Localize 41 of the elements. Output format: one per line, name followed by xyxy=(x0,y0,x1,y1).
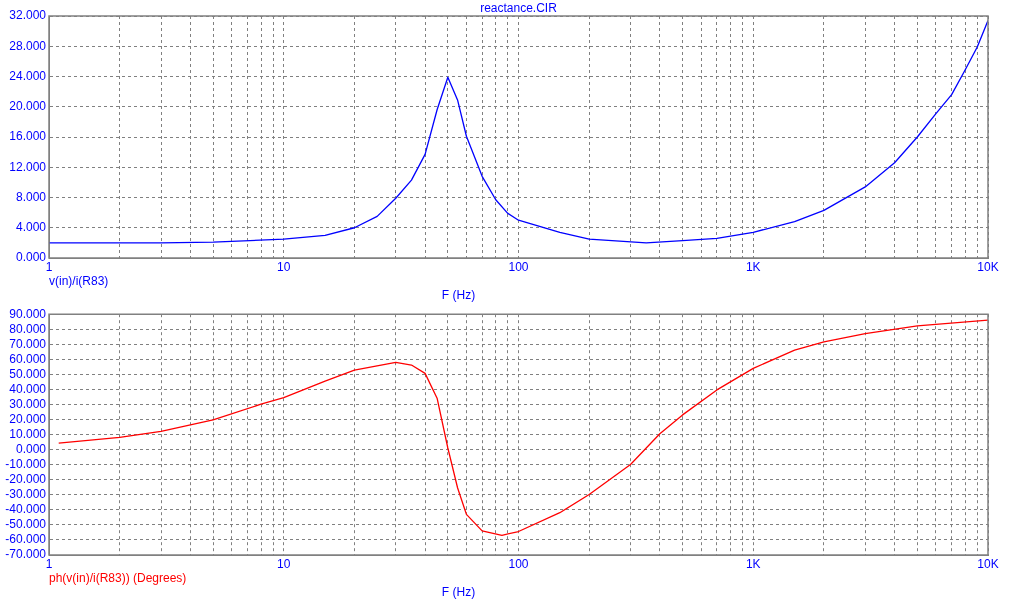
x-tick-label: 1K xyxy=(745,259,761,274)
y-tick-label: 28.000 xyxy=(9,38,47,53)
x-tick-label: 10K xyxy=(977,556,999,571)
y-tick-label: 12.000 xyxy=(9,159,47,174)
y-tick-label: -30.000 xyxy=(5,487,47,502)
y-tick-label: 24.000 xyxy=(9,68,47,83)
y-tick-label: 20.000 xyxy=(9,99,47,114)
y-tick-label: -60.000 xyxy=(5,532,47,547)
y-tick-label: 90.000 xyxy=(9,306,47,321)
y-tick-label: -10.000 xyxy=(5,457,47,472)
x-tick-label: 10K xyxy=(977,259,999,274)
x-axis-title: F (Hz) xyxy=(441,585,476,600)
x-tick-label: 1K xyxy=(745,556,761,571)
y-tick-label: 0.000 xyxy=(15,250,47,265)
y-tick-label: 80.000 xyxy=(9,321,47,336)
x-tick-label: 1 xyxy=(45,259,53,274)
y-tick-label: 70.000 xyxy=(9,336,47,351)
y-tick-label: 20.000 xyxy=(9,411,47,426)
x-tick-label: 100 xyxy=(508,259,529,274)
y-tick-label: 32.000 xyxy=(9,8,47,23)
x-tick-label: 10 xyxy=(277,259,291,274)
y-tick-label: 30.000 xyxy=(9,396,47,411)
x-tick-label: 100 xyxy=(508,556,529,571)
y-tick-label: -50.000 xyxy=(5,517,47,532)
x-axis-title: F (Hz) xyxy=(441,288,476,303)
y-tick-label: 50.000 xyxy=(9,366,47,381)
y-tick-label: 4.000 xyxy=(15,220,47,235)
chart-title: reactance.CIR xyxy=(480,1,558,16)
x-tick-label: 10 xyxy=(277,556,291,571)
text: v(in)/i(R83) xyxy=(49,274,109,289)
y-tick-label: -70.000 xyxy=(5,547,47,562)
y-tick-label: 0.000 xyxy=(15,441,47,456)
y-tick-label: 8.000 xyxy=(15,189,47,204)
text: ph(v(in)/i(R83)) (Degrees) xyxy=(49,571,187,586)
y-tick-label: 60.000 xyxy=(9,351,47,366)
y-tick-label: 40.000 xyxy=(9,381,47,396)
y-tick-label: -40.000 xyxy=(5,502,47,517)
y-tick-label: 10.000 xyxy=(9,426,47,441)
y-tick-label: 16.000 xyxy=(9,129,47,144)
y-tick-label: -20.000 xyxy=(5,472,47,487)
x-tick-label: 1 xyxy=(45,556,53,571)
